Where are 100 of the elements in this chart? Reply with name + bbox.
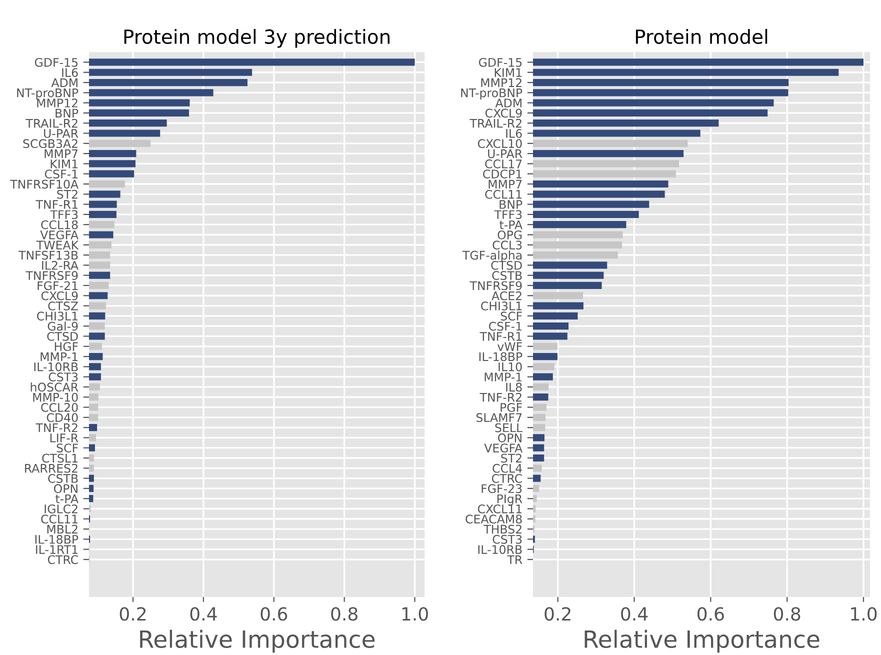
y-tick-label: MMP7 <box>488 180 522 188</box>
y-tick-label: CCL4 <box>492 464 522 473</box>
y-tick-label: SLAMF7 <box>476 413 522 422</box>
y-tick-label: CXCL11 <box>478 504 522 514</box>
y-tick-label: MMP-1 <box>484 372 522 382</box>
y-tick-label: CXCL10 <box>478 139 522 148</box>
y-tick-label: CDCP1 <box>483 170 522 179</box>
y-tick-label: TNFRSF9 <box>26 271 78 280</box>
y-tick-label: CTSZ <box>48 302 78 310</box>
chart-title: Protein model <box>636 28 768 44</box>
y-tick-label: CHI3L1 <box>37 312 78 321</box>
x-tick-label: 0.4 <box>190 607 217 621</box>
y-tick-label: GDF-15 <box>478 58 522 67</box>
x-tick-label: 0.8 <box>774 607 800 621</box>
y-tick-label: FGF-21 <box>38 281 78 290</box>
y-tick-label: CCL17 <box>485 159 522 168</box>
y-tick-label: MMP-10 <box>33 392 78 402</box>
x-tick-label: 0.2 <box>544 607 570 621</box>
y-tick-label: KIM1 <box>50 160 78 168</box>
y-tick-label: ST2 <box>501 454 522 463</box>
y-tick-label: CEACAM8 <box>466 514 522 524</box>
y-tick-label: TRAIL-R2 <box>26 118 78 128</box>
x-tick-label: 0.4 <box>621 607 648 621</box>
y-tick-label: U-PAR <box>488 149 522 158</box>
x-tick-label: 0.6 <box>698 607 724 621</box>
y-tick-label: PIgR <box>497 494 522 506</box>
y-tick-label: Gal-9 <box>48 322 78 331</box>
y-tick-label: TGF-alpha <box>462 250 522 262</box>
y-tick-label: hOSCAR <box>30 382 78 392</box>
y-tick-label: SCF <box>56 444 78 453</box>
y-tick-label: VEGFA <box>40 230 78 240</box>
y-tick-label: IL-10RB <box>478 545 522 554</box>
y-tick-label: NT-proBNP <box>17 88 78 100</box>
y-tick-label: IL-1RT1 <box>36 545 78 554</box>
y-tick-label: IL2-RA <box>42 260 78 270</box>
chart-title: Protein model 3y prediction <box>124 28 390 48</box>
y-tick-label: CXCL9 <box>41 291 78 300</box>
y-tick-label: BNP <box>56 108 78 118</box>
y-tick-label: CSTB <box>48 474 78 483</box>
y-tick-label: TWEAK <box>36 240 79 250</box>
y-tick-label: CST3 <box>48 372 78 382</box>
y-tick-label: TNFSF13B <box>18 250 78 260</box>
x-tick-label: 1.0 <box>402 607 428 621</box>
y-tick-label: TRAIL-R2 <box>470 118 522 128</box>
y-tick-label: CSTB <box>492 271 522 280</box>
y-tick-label: CCL11 <box>41 514 78 524</box>
y-tick-label: CD40 <box>46 413 78 422</box>
y-tick-label: SELL <box>495 423 523 432</box>
y-tick-label: CHI3L1 <box>481 302 522 310</box>
y-tick-label: IL-10RB <box>34 362 78 372</box>
y-tick-label: U-PAR <box>44 129 78 138</box>
y-tick-label: TFF3 <box>50 210 78 220</box>
y-tick-label: RARRES2 <box>25 464 78 473</box>
y-tick-label: IL6 <box>62 68 78 78</box>
y-tick-label: THBS2 <box>484 524 522 534</box>
y-tick-label: OPN <box>498 433 522 442</box>
y-tick-label: CTRC <box>48 555 78 564</box>
y-tick-label: CSF-1 <box>44 170 78 179</box>
y-tick-label: VEGFA <box>484 444 522 453</box>
y-tick-label: CCL3 <box>492 240 522 250</box>
y-tick-label: HGF <box>54 342 78 352</box>
y-tick-label: ADM <box>51 78 78 87</box>
y-tick-label: MBL2 <box>47 524 78 534</box>
y-tick-label: IGLC2 <box>44 504 78 514</box>
y-tick-label: t-PA <box>500 220 522 230</box>
y-tick-label: TNF-R2 <box>480 392 522 402</box>
y-tick-label: TFF3 <box>494 210 522 220</box>
y-tick-label: TNF-R1 <box>480 332 522 341</box>
y-tick-label: OPN <box>54 484 78 494</box>
y-tick-label: CTRC <box>492 474 522 483</box>
y-tick-label: MMP12 <box>37 98 78 108</box>
y-tick-label: CCL20 <box>41 402 78 412</box>
y-tick-label: TNFRSF10A <box>10 180 78 189</box>
y-tick-label: CCL18 <box>41 220 78 230</box>
y-tick-label: LIF-R <box>50 434 78 442</box>
y-tick-label: KIM1 <box>494 68 522 77</box>
y-tick-label: TNFRSF9 <box>470 281 522 290</box>
y-tick-label: IL10 <box>498 362 522 372</box>
y-tick-label: FGF-23 <box>482 484 522 494</box>
y-tick-label: GDF-15 <box>34 58 78 67</box>
y-tick-label: TR <box>507 555 522 564</box>
y-tick-label: ADM <box>495 98 522 108</box>
y-tick-label: CTSD <box>47 332 78 341</box>
y-tick-label: SCF <box>500 312 522 321</box>
y-tick-label: CCL11 <box>485 190 522 199</box>
x-tick-label: 0.8 <box>331 607 358 621</box>
y-tick-label: BNP <box>500 200 522 209</box>
y-tick-label: IL6 <box>506 128 522 138</box>
y-tick-label: PGF <box>500 402 522 412</box>
x-axis-title: Relative Importance <box>140 630 375 653</box>
x-tick-label: 0.6 <box>260 607 288 621</box>
y-tick-label: OPG <box>498 230 522 240</box>
y-tick-label: ACE2 <box>492 291 522 300</box>
y-tick-label: IL-18BP <box>35 534 78 544</box>
y-tick-label: CSF-1 <box>488 322 522 331</box>
y-tick-label: NT-proBNP <box>461 88 522 100</box>
x-tick-label: 0.2 <box>120 607 146 621</box>
x-tick-label: 1.0 <box>851 607 877 621</box>
y-tick-label: IL-18BP <box>479 352 522 362</box>
y-tick-label: CXCL9 <box>485 108 522 118</box>
